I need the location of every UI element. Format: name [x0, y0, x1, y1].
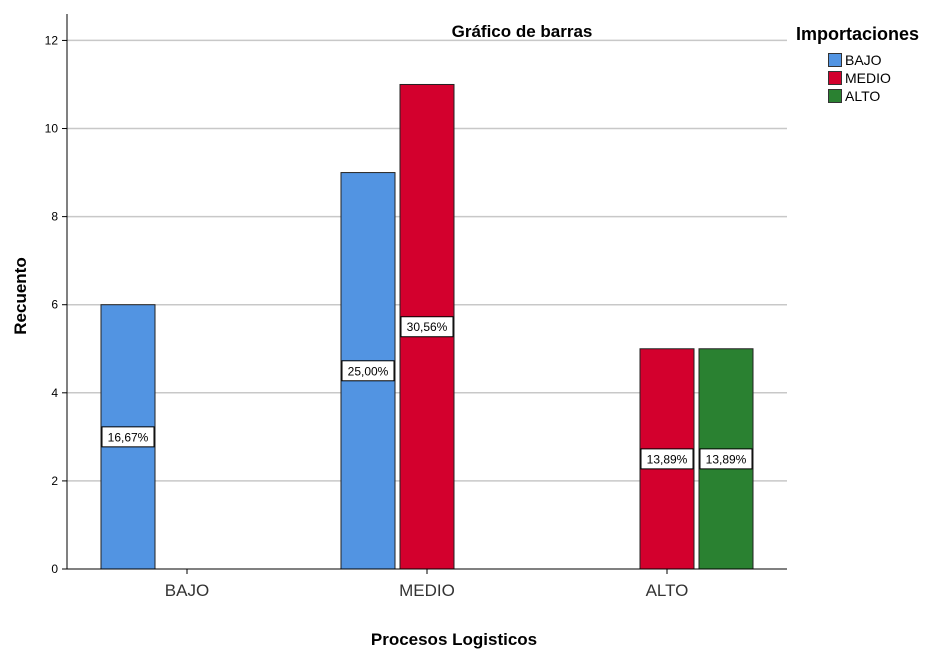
y-tick-label: 6 [51, 298, 58, 312]
legend-swatch [828, 53, 842, 67]
y-axis-title: Recuento [11, 257, 30, 334]
data-label: 25,00% [348, 364, 389, 378]
y-tick-label: 8 [51, 210, 58, 224]
legend-swatch [828, 89, 842, 103]
legend-items: BAJO MEDIO ALTO [796, 51, 919, 105]
data-label: 13,89% [647, 452, 688, 466]
chart-title: Gráfico de barras [452, 22, 593, 41]
y-tick-label: 2 [51, 474, 58, 488]
legend-swatch [828, 71, 842, 85]
y-tick-label: 10 [45, 122, 59, 136]
data-label-box [341, 360, 395, 382]
legend-label: MEDIO [845, 70, 891, 86]
data-labels: 16,67% 25,00% 30,56% 13,89% 13,89% [101, 316, 753, 470]
legend-item-alto: ALTO [796, 87, 919, 105]
data-label-box [640, 448, 694, 470]
legend-title: Importaciones [796, 24, 920, 44]
y-tick-label: 12 [45, 33, 59, 47]
data-label: 16,67% [108, 430, 149, 444]
x-tick-label: ALTO [646, 581, 689, 600]
legend-item-medio: MEDIO [796, 69, 919, 87]
legend: Importaciones BAJO MEDIO ALTO [796, 24, 919, 105]
x-axis-title: Procesos Logisticos [371, 630, 537, 649]
tick-labels: 0 2 4 6 8 10 12 BAJO MEDIO ALTO [45, 33, 689, 600]
data-label-box [400, 316, 454, 338]
legend-label: ALTO [845, 88, 881, 104]
data-label-box [699, 448, 753, 470]
x-tick-label: MEDIO [399, 581, 455, 600]
legend-label: BAJO [845, 52, 882, 68]
y-tick-label: 0 [51, 562, 58, 576]
x-tick-label: BAJO [165, 581, 209, 600]
legend-item-bajo: BAJO [796, 51, 919, 69]
data-label: 30,56% [407, 320, 448, 334]
y-tick-label: 4 [51, 386, 58, 400]
data-label: 13,89% [706, 452, 747, 466]
data-label-box [101, 426, 155, 448]
